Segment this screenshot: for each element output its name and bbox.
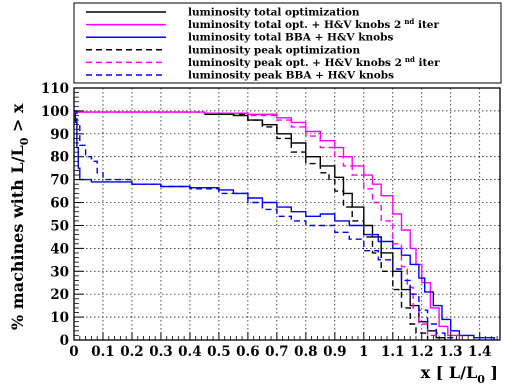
y-tick-label: 60 [50,196,69,212]
x-tick-label: 0.7 [265,344,289,360]
x-tick-labels: 0 0.1 0.2 0.3 0.4 0.5 0.6 0.7 0.8 0.9 1 1.1 1.2 1.3 1.… [69,344,491,360]
y-tick-label: 70 [50,173,69,189]
y-tick-label: 30 [50,264,69,280]
y-tick-label: 100 [41,104,69,120]
y-tick-label: 110 [41,81,69,97]
x-tick-label: 0.8 [294,344,318,360]
legend-label-6: luminosity peak BBA + H&V knobs [188,70,394,82]
x-tick-label: 1.3 [439,344,463,360]
x-tick-label: 1 [359,344,368,360]
x-tick-label: 1.2 [410,344,434,360]
legend-label-3: luminosity total BBA + H&V knobs [188,32,393,44]
x-tick-label: 0.3 [149,344,173,360]
x-tick-label: 0 [69,344,78,360]
x-tick-label: 0.1 [91,344,115,360]
x-tick-label: 0.5 [207,344,231,360]
y-tick-label: 50 [50,218,69,234]
y-tick-label: 10 [50,310,69,326]
legend: luminosity total optimization luminosity … [74,3,501,83]
y-tick-label: 80 [50,150,69,166]
legend-label-1: luminosity total optimization [188,7,360,19]
y-tick-label: 40 [50,241,69,257]
legend-label-4: luminosity peak optimization [188,44,361,56]
x-tick-label: 0.4 [178,344,202,360]
x-tick-label: 0.9 [323,344,347,360]
x-tick-label: 1.1 [381,344,405,360]
y-tick-label: 90 [50,127,69,143]
x-tick-label: 0.6 [236,344,260,360]
x-tick-label: 0.2 [120,344,144,360]
x-tick-label: 1.4 [468,344,492,360]
y-tick-label: 20 [50,287,69,303]
y-tick-label: 0 [60,333,69,349]
